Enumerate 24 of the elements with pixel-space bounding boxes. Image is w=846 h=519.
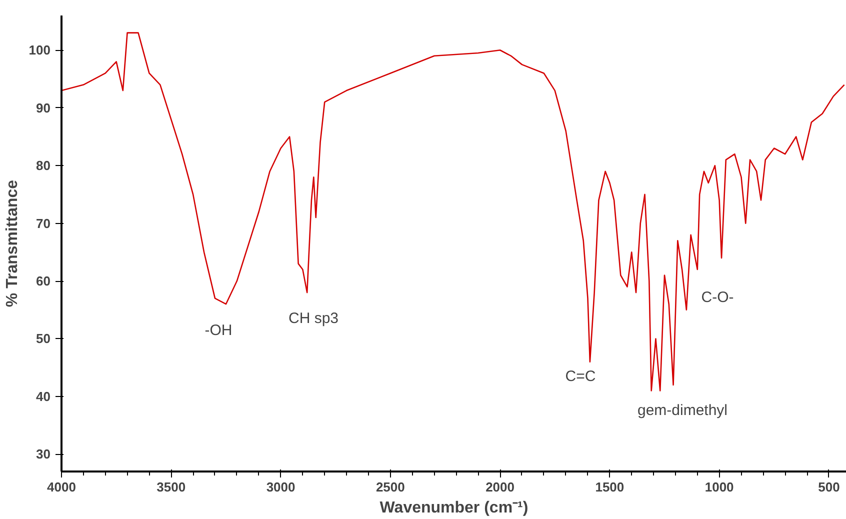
annotation: -OH bbox=[204, 322, 232, 339]
x-tick-label: 2000 bbox=[486, 480, 515, 494]
x-tick-label: 500 bbox=[818, 480, 840, 494]
line-series bbox=[62, 32, 845, 392]
x-tick-label: 3500 bbox=[156, 480, 186, 494]
y-tick-label: 80 bbox=[36, 158, 51, 174]
y-tick-label: 90 bbox=[36, 100, 51, 116]
y-tick-label: 100 bbox=[28, 42, 51, 58]
annotation: C=C bbox=[565, 368, 596, 385]
annotation: gem-dimethyl bbox=[637, 402, 728, 419]
y-tick-label: 30 bbox=[36, 446, 51, 462]
x-tick-label: 3000 bbox=[266, 480, 296, 494]
x-tick-label: 1500 bbox=[595, 480, 624, 494]
x-tick-label: 1000 bbox=[704, 480, 734, 494]
y-tick-label: 70 bbox=[36, 216, 51, 231]
x-tick-label: 2500 bbox=[376, 480, 405, 494]
x-tick-label: 4000 bbox=[47, 480, 76, 494]
y-tick-label: 40 bbox=[36, 388, 51, 404]
y-tick-label: 60 bbox=[36, 274, 51, 289]
annotation: CH sp3 bbox=[288, 310, 339, 327]
y-tick-label: 50 bbox=[36, 331, 51, 346]
y-axis-title: % Transmittance bbox=[4, 180, 21, 308]
x-axis-title: Wavenumber (cm⁻¹) bbox=[380, 500, 528, 516]
annotation: C-O- bbox=[701, 289, 734, 306]
